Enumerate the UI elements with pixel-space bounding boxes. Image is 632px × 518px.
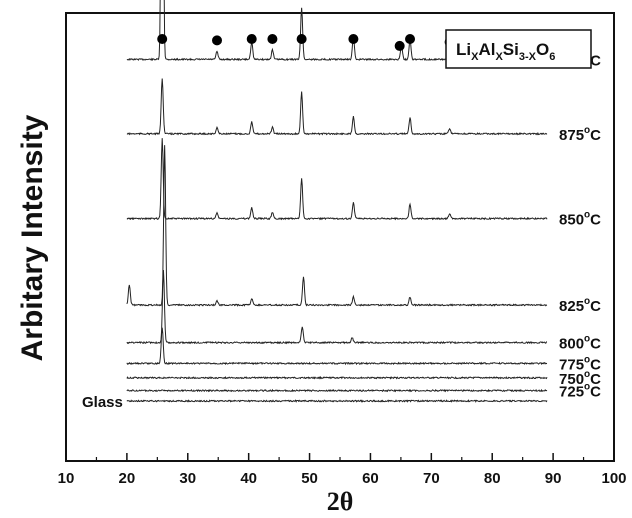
series-label: 875oC: [559, 125, 601, 144]
x-tick-label: 40: [240, 470, 257, 487]
series-label: 775oC: [559, 354, 601, 373]
legend-sub3: 3-X: [519, 51, 537, 63]
x-tick-label: 70: [423, 470, 440, 487]
legend-box: LiXAlXSi3-XO6: [445, 29, 592, 69]
x-tick-label: 90: [545, 470, 562, 487]
legend-mid2: Si: [503, 40, 519, 59]
x-axis-title: 2θ: [327, 487, 354, 516]
x-tick-label: 60: [362, 470, 379, 487]
x-axis-ticks: 10 20 30 40 50 60 70 80 90 100: [58, 453, 627, 487]
legend-frame: [445, 29, 592, 69]
legend-mid1: Al: [478, 40, 495, 59]
series-line: [126, 388, 548, 393]
peak-marker: [246, 34, 257, 44]
series-line: [126, 327, 548, 366]
series-label: 825oC: [559, 296, 601, 315]
x-tick-label: 50: [301, 470, 318, 487]
x-tick-label: 80: [484, 470, 501, 487]
x-tick-label: 30: [179, 470, 196, 487]
series-label: 850oC: [559, 210, 601, 229]
peak-marker: [267, 34, 278, 44]
series-labels: 900oC875oC850oC825oC800oC775oC750oC725oC…: [82, 50, 601, 411]
peak-markers: [157, 34, 493, 51]
legend-sub2: X: [495, 51, 503, 63]
peak-marker: [157, 34, 168, 44]
legend-mid3: O: [536, 40, 549, 59]
y-axis-title: Arbitary Intensity: [16, 114, 49, 361]
series-label: 750oC: [559, 369, 601, 388]
peak-marker: [296, 34, 307, 44]
plot-frame: [65, 12, 615, 462]
peak-marker: [405, 34, 416, 44]
x-tick-label: 100: [601, 470, 626, 487]
series-line: [126, 78, 548, 136]
series-line: [126, 375, 548, 380]
series-label: 800oC: [559, 334, 601, 353]
series-line: [126, 270, 548, 345]
peak-marker: [394, 40, 405, 51]
legend-formula: LiXAlXSi3-XO6: [456, 40, 555, 63]
x-tick-label: 20: [119, 470, 136, 487]
series-line: [126, 138, 548, 221]
series-line: [126, 399, 548, 403]
peak-marker: [212, 35, 223, 46]
peak-marker: [348, 34, 359, 44]
series-group: [126, 0, 548, 403]
legend-sub1: X: [471, 51, 479, 63]
series-label: Glass: [82, 394, 123, 411]
x-tick-label: 10: [58, 470, 75, 487]
legend-base: Li: [456, 40, 471, 59]
legend-sub4: 6: [549, 51, 555, 63]
series-line: [126, 145, 548, 307]
series-label: 725oC: [559, 382, 601, 401]
